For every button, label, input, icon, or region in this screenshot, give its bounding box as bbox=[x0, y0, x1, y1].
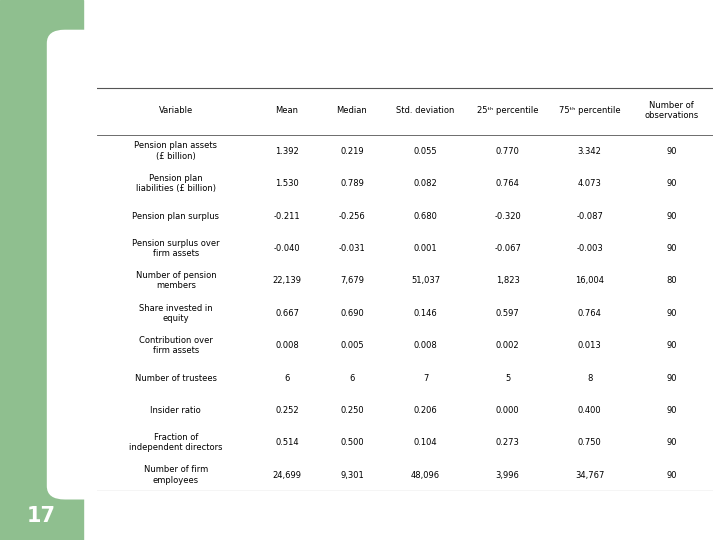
Text: Table 1: Summary statistics.: Table 1: Summary statistics. bbox=[90, 35, 668, 69]
Text: Pension plan surplus: Pension plan surplus bbox=[132, 212, 220, 220]
Text: 0.680: 0.680 bbox=[413, 212, 438, 220]
Text: -0.211: -0.211 bbox=[274, 212, 300, 220]
Text: 90: 90 bbox=[667, 212, 677, 220]
Text: 75ᵗʰ percentile: 75ᵗʰ percentile bbox=[559, 106, 621, 115]
Text: 0.690: 0.690 bbox=[340, 309, 364, 318]
Text: -0.256: -0.256 bbox=[338, 212, 365, 220]
Text: 6: 6 bbox=[349, 374, 355, 382]
Text: 0.764: 0.764 bbox=[577, 309, 602, 318]
Text: 0.770: 0.770 bbox=[495, 147, 520, 156]
Text: 5: 5 bbox=[505, 374, 510, 382]
Text: Share invested in
equity: Share invested in equity bbox=[139, 303, 212, 323]
Text: Contribution over
firm assets: Contribution over firm assets bbox=[139, 336, 213, 355]
Text: Pension surplus over
firm assets: Pension surplus over firm assets bbox=[132, 239, 220, 258]
Text: Fraction of
independent directors: Fraction of independent directors bbox=[129, 433, 222, 453]
Text: 0.500: 0.500 bbox=[340, 438, 364, 447]
Text: Pension plan assets
(£ billion): Pension plan assets (£ billion) bbox=[135, 141, 217, 161]
Text: Number of firm
employees: Number of firm employees bbox=[144, 465, 208, 485]
Text: 90: 90 bbox=[667, 438, 677, 447]
Text: 90: 90 bbox=[667, 179, 677, 188]
Text: 0.146: 0.146 bbox=[414, 309, 437, 318]
Text: 4.073: 4.073 bbox=[577, 179, 602, 188]
Text: 0.055: 0.055 bbox=[414, 147, 437, 156]
Text: 7: 7 bbox=[423, 374, 428, 382]
Text: 0.013: 0.013 bbox=[578, 341, 601, 350]
Text: 1.392: 1.392 bbox=[275, 147, 299, 156]
Text: 1.530: 1.530 bbox=[275, 179, 299, 188]
Text: 90: 90 bbox=[667, 471, 677, 480]
Text: 1,823: 1,823 bbox=[495, 276, 520, 285]
Text: 0.219: 0.219 bbox=[340, 147, 364, 156]
Text: 0.002: 0.002 bbox=[496, 341, 519, 350]
Text: 16,004: 16,004 bbox=[575, 276, 604, 285]
Text: 90: 90 bbox=[667, 244, 677, 253]
Text: Mean: Mean bbox=[276, 106, 299, 115]
Text: 24,699: 24,699 bbox=[272, 471, 302, 480]
Text: 7,679: 7,679 bbox=[340, 276, 364, 285]
Text: Number of pension
members: Number of pension members bbox=[135, 271, 216, 291]
Text: Insider ratio: Insider ratio bbox=[150, 406, 201, 415]
Text: 0.005: 0.005 bbox=[340, 341, 364, 350]
Text: 3,996: 3,996 bbox=[495, 471, 520, 480]
Text: 80: 80 bbox=[667, 276, 677, 285]
Text: 0.764: 0.764 bbox=[495, 179, 520, 188]
Text: 0.008: 0.008 bbox=[414, 341, 437, 350]
Text: 0.206: 0.206 bbox=[414, 406, 437, 415]
Text: 0.789: 0.789 bbox=[340, 179, 364, 188]
Text: 8: 8 bbox=[587, 374, 593, 382]
Text: Pension plan
liabilities (£ billion): Pension plan liabilities (£ billion) bbox=[136, 174, 216, 193]
Text: 0.008: 0.008 bbox=[275, 341, 299, 350]
Text: 0.104: 0.104 bbox=[414, 438, 437, 447]
Text: 0.667: 0.667 bbox=[275, 309, 299, 318]
Text: Number of
observations: Number of observations bbox=[644, 101, 699, 120]
Text: -0.031: -0.031 bbox=[338, 244, 365, 253]
Text: 0.400: 0.400 bbox=[578, 406, 601, 415]
Text: 0.252: 0.252 bbox=[275, 406, 299, 415]
Text: 9,301: 9,301 bbox=[340, 471, 364, 480]
Text: 90: 90 bbox=[667, 374, 677, 382]
Text: 6: 6 bbox=[284, 374, 289, 382]
Text: 0.750: 0.750 bbox=[578, 438, 601, 447]
Text: 0.273: 0.273 bbox=[495, 438, 520, 447]
Text: Median: Median bbox=[337, 106, 367, 115]
Text: 3.342: 3.342 bbox=[577, 147, 602, 156]
Text: -0.087: -0.087 bbox=[576, 212, 603, 220]
Text: 25ᵗʰ percentile: 25ᵗʰ percentile bbox=[477, 106, 539, 115]
Text: 0.082: 0.082 bbox=[414, 179, 437, 188]
Text: 0.250: 0.250 bbox=[340, 406, 364, 415]
Text: -0.320: -0.320 bbox=[494, 212, 521, 220]
Text: 34,767: 34,767 bbox=[575, 471, 604, 480]
Text: 48,096: 48,096 bbox=[411, 471, 440, 480]
Text: 0.597: 0.597 bbox=[496, 309, 519, 318]
Text: 22,139: 22,139 bbox=[272, 276, 302, 285]
Text: 90: 90 bbox=[667, 309, 677, 318]
Text: 0.000: 0.000 bbox=[496, 406, 519, 415]
Text: 51,037: 51,037 bbox=[411, 276, 440, 285]
Text: 90: 90 bbox=[667, 147, 677, 156]
Text: 0.001: 0.001 bbox=[414, 244, 437, 253]
Text: -0.040: -0.040 bbox=[274, 244, 300, 253]
Text: 17: 17 bbox=[27, 505, 56, 526]
Text: Number of trustees: Number of trustees bbox=[135, 374, 217, 382]
Text: -0.003: -0.003 bbox=[576, 244, 603, 253]
Text: 0.514: 0.514 bbox=[275, 438, 299, 447]
Text: 90: 90 bbox=[667, 406, 677, 415]
Text: Std. deviation: Std. deviation bbox=[396, 106, 455, 115]
Text: Variable: Variable bbox=[158, 106, 193, 115]
Text: -0.067: -0.067 bbox=[494, 244, 521, 253]
Text: 90: 90 bbox=[667, 341, 677, 350]
